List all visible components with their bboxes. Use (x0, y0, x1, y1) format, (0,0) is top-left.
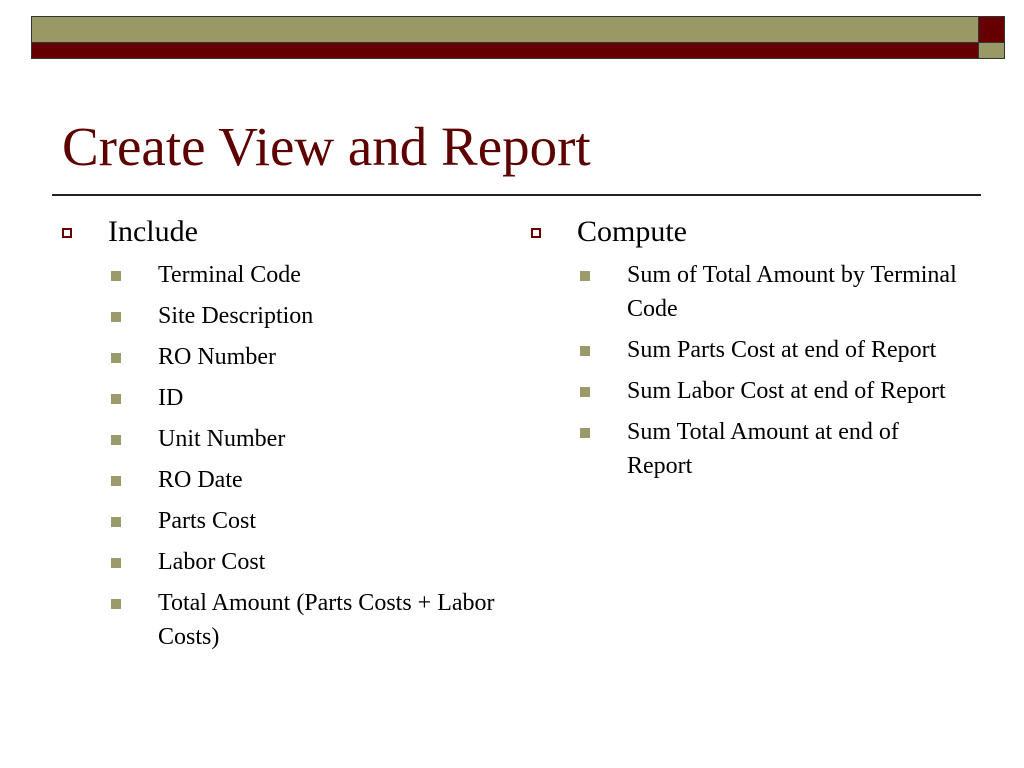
square-bullet-icon (111, 517, 121, 527)
list-item: Sum of Total Amount by Terminal Code (525, 258, 965, 326)
list-item-text: Parts Cost (158, 508, 257, 534)
list-item: Parts Cost (56, 504, 506, 538)
compute-column: Compute Sum of Total Amount by Terminal C… (525, 212, 965, 490)
list-item-text: Labor Cost (158, 549, 266, 575)
slide-title: Create View and Report (62, 116, 591, 177)
bullet-heading: Include (56, 212, 506, 252)
list-item: Sum Labor Cost at end of Report (525, 374, 965, 408)
header-square-red (978, 16, 1005, 43)
list-item-text: Sum of Total Amount by Terminal Code (627, 262, 957, 322)
hollow-square-bullet-icon (531, 228, 541, 238)
header-bar-red (31, 42, 979, 59)
list-item-text: Sum Total Amount at end of Report (627, 419, 899, 479)
list-item-text: Sum Parts Cost at end of Report (627, 337, 937, 363)
list-item: Terminal Code (56, 258, 506, 292)
bullet-heading: Compute (525, 212, 965, 252)
heading-text: Include (108, 215, 198, 248)
list-item-text: Total Amount (Parts Costs + Labor Costs) (158, 590, 495, 650)
square-bullet-icon (111, 476, 121, 486)
list-item: RO Date (56, 463, 506, 497)
square-bullet-icon (111, 435, 121, 445)
list-item: Total Amount (Parts Costs + Labor Costs) (56, 586, 506, 654)
header-square-olive (978, 42, 1005, 59)
list-item: RO Number (56, 340, 506, 374)
list-item-text: Site Description (158, 303, 314, 329)
list-item: Site Description (56, 299, 506, 333)
list-item: ID (56, 381, 506, 415)
square-bullet-icon (580, 428, 590, 438)
square-bullet-icon (111, 599, 121, 609)
square-bullet-icon (111, 271, 121, 281)
list-item-text: RO Date (158, 467, 243, 493)
list-item: Sum Total Amount at end of Report (525, 415, 965, 483)
square-bullet-icon (111, 353, 121, 363)
square-bullet-icon (111, 312, 121, 322)
list-item: Sum Parts Cost at end of Report (525, 333, 965, 367)
list-item-text: RO Number (158, 344, 276, 370)
list-item-text: Unit Number (158, 426, 286, 452)
square-bullet-icon (580, 346, 590, 356)
list-item: Unit Number (56, 422, 506, 456)
square-bullet-icon (580, 387, 590, 397)
hollow-square-bullet-icon (62, 228, 72, 238)
header-bar-olive (31, 16, 979, 43)
square-bullet-icon (111, 558, 121, 568)
include-column: Include Terminal Code Site Description RO N… (56, 212, 506, 661)
square-bullet-icon (111, 394, 121, 404)
list-item-text: Sum Labor Cost at end of Report (627, 378, 946, 404)
list-item-text: ID (158, 385, 184, 411)
heading-text: Compute (577, 215, 687, 248)
list-item: Labor Cost (56, 545, 506, 579)
list-item-text: Terminal Code (158, 262, 301, 288)
square-bullet-icon (580, 271, 590, 281)
title-divider (52, 194, 981, 196)
